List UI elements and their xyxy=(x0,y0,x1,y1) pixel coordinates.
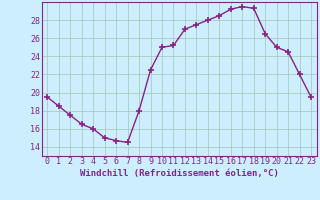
X-axis label: Windchill (Refroidissement éolien,°C): Windchill (Refroidissement éolien,°C) xyxy=(80,169,279,178)
